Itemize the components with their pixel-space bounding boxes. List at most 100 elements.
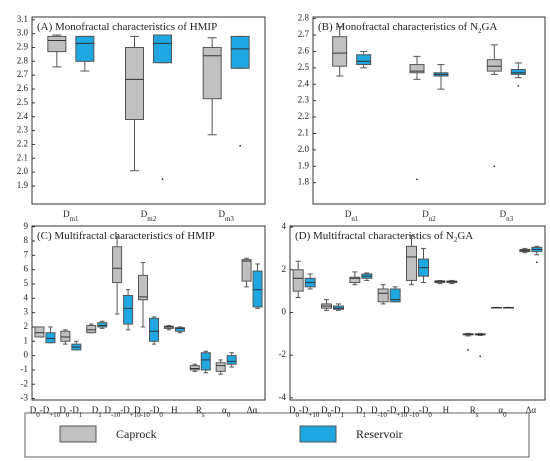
x-tick-label-part: -D	[419, 405, 429, 415]
box	[189, 365, 200, 371]
y-tick-label: 4	[24, 292, 29, 302]
panel-title-part: GA	[457, 230, 473, 242]
x-tick-label: D0-D+10	[30, 405, 61, 419]
outlier	[517, 84, 520, 87]
y-tick-label: -2	[279, 349, 287, 359]
plot-frame	[31, 225, 266, 401]
x-tick-label-part: α	[498, 405, 503, 415]
box	[200, 352, 211, 371]
x-tick-label-part: D	[59, 405, 66, 415]
y-tick-label: 2.9	[17, 42, 29, 52]
box	[86, 325, 97, 334]
legend-swatch	[299, 425, 337, 443]
panel-title-part: (C) Multifractal characteristics of HMIP	[37, 230, 215, 242]
x-tick-label-part: D	[356, 405, 363, 415]
y-tick-label: -3	[21, 393, 29, 403]
y-tick-label: 2.1	[298, 128, 309, 138]
box	[377, 288, 389, 303]
outlier	[479, 355, 482, 358]
y-tick-label: 2.5	[17, 97, 29, 107]
y-tick-label: 2.6	[298, 46, 310, 56]
x-tick-label-part: 1	[79, 411, 83, 419]
outlier	[239, 144, 242, 147]
box	[125, 46, 144, 121]
y-tick-label: -2	[21, 378, 29, 388]
panel-title: (C) Multifractal characteristics of HMIP	[37, 230, 215, 242]
box	[34, 326, 45, 338]
panel-title-part: (A) Monofractal characteristics of HMIP	[37, 21, 217, 33]
x-tick-label-part: Δα	[247, 405, 258, 415]
y-tick-label: 2.1	[17, 152, 28, 162]
x-tick-label: α0	[222, 405, 231, 419]
y-tick-label: 1.9	[298, 160, 310, 170]
box	[332, 36, 348, 67]
x-tick-label-part: D	[134, 405, 141, 415]
y-tick-label: 2.4	[298, 78, 310, 88]
legend-label: Reservoir	[356, 427, 403, 441]
x-tick-label: D -10-D+10	[371, 405, 408, 419]
x-tick-label-part: Δα	[526, 405, 537, 415]
y-tick-label: 2.2	[17, 138, 28, 148]
x-tick-label-part: R	[470, 405, 476, 415]
y-tick-label: 7	[24, 249, 29, 259]
box	[215, 362, 226, 372]
x-tick-label-part: 0	[227, 411, 231, 419]
y-tick-label: 1	[24, 335, 29, 345]
y-tick-label: 8	[24, 235, 29, 245]
x-tick-label: D0-D+10	[289, 405, 320, 419]
x-tick-label-part: +10	[49, 411, 60, 419]
y-tick-label: 2.0	[298, 144, 310, 154]
x-tick-label-part: -10	[111, 411, 121, 419]
panel-title: (D) Multifractal characteristics of N2GA	[295, 230, 473, 244]
legend-swatch	[59, 425, 97, 443]
x-tick-label-part: +10	[308, 411, 319, 419]
x-tick-label-part: 0	[428, 411, 432, 419]
box	[123, 294, 134, 325]
x-tick-label-part: 0	[159, 411, 163, 419]
box	[510, 68, 526, 75]
y-tick-label: 2.8	[298, 13, 310, 23]
x-tick-label-part: D	[321, 405, 328, 415]
x-tick-label: D1	[92, 405, 103, 419]
x-tick-label-part: D	[30, 405, 37, 415]
y-tick-label: 5	[24, 278, 29, 288]
panel-title: (B) Monofractal characteristics of N2GA	[318, 21, 497, 35]
y-tick-label: 2.2	[298, 111, 309, 121]
x-tick-label: H	[171, 405, 178, 415]
x-tick-label-part: -D	[40, 405, 50, 415]
x-tick-label-part: -D	[387, 405, 397, 415]
box	[138, 274, 148, 301]
x-tick-label-part: -10	[378, 411, 388, 419]
y-tick-label: 0	[282, 307, 287, 317]
x-tick-label-part: +10	[396, 411, 407, 419]
y-tick-label: 1.8	[298, 177, 310, 187]
x-tick-label-part: n3	[506, 215, 514, 223]
y-tick-label: 2.3	[17, 125, 29, 135]
panel-title-part: 2	[478, 27, 482, 35]
y-tick-label: 1.9	[17, 180, 29, 190]
x-tick-label: Rs	[470, 405, 479, 419]
box	[241, 259, 252, 282]
box	[97, 322, 108, 328]
x-tick-label-part: D	[500, 209, 507, 219]
x-tick-label: Dn3	[500, 209, 514, 223]
x-tick-label-part: D	[403, 405, 410, 415]
box	[333, 305, 344, 310]
x-tick-label: Dn1	[345, 209, 359, 223]
outlier	[416, 178, 418, 181]
outlier	[161, 178, 164, 180]
plot-frame	[289, 225, 546, 401]
x-tick-label-part: -D	[299, 405, 309, 415]
x-tick-label-part: -D	[120, 405, 130, 415]
x-tick-label-part: R	[196, 405, 202, 415]
x-tick-label-part: D	[63, 209, 70, 219]
x-tick-label-part: D	[345, 209, 352, 219]
outlier	[535, 261, 538, 264]
panel-title-part: 2	[454, 236, 458, 244]
y-tick-label: 4	[282, 221, 287, 231]
box	[47, 35, 67, 53]
x-tick-label-part: -D	[150, 405, 160, 415]
box	[153, 34, 172, 64]
y-tick-label: 2.7	[298, 29, 310, 39]
